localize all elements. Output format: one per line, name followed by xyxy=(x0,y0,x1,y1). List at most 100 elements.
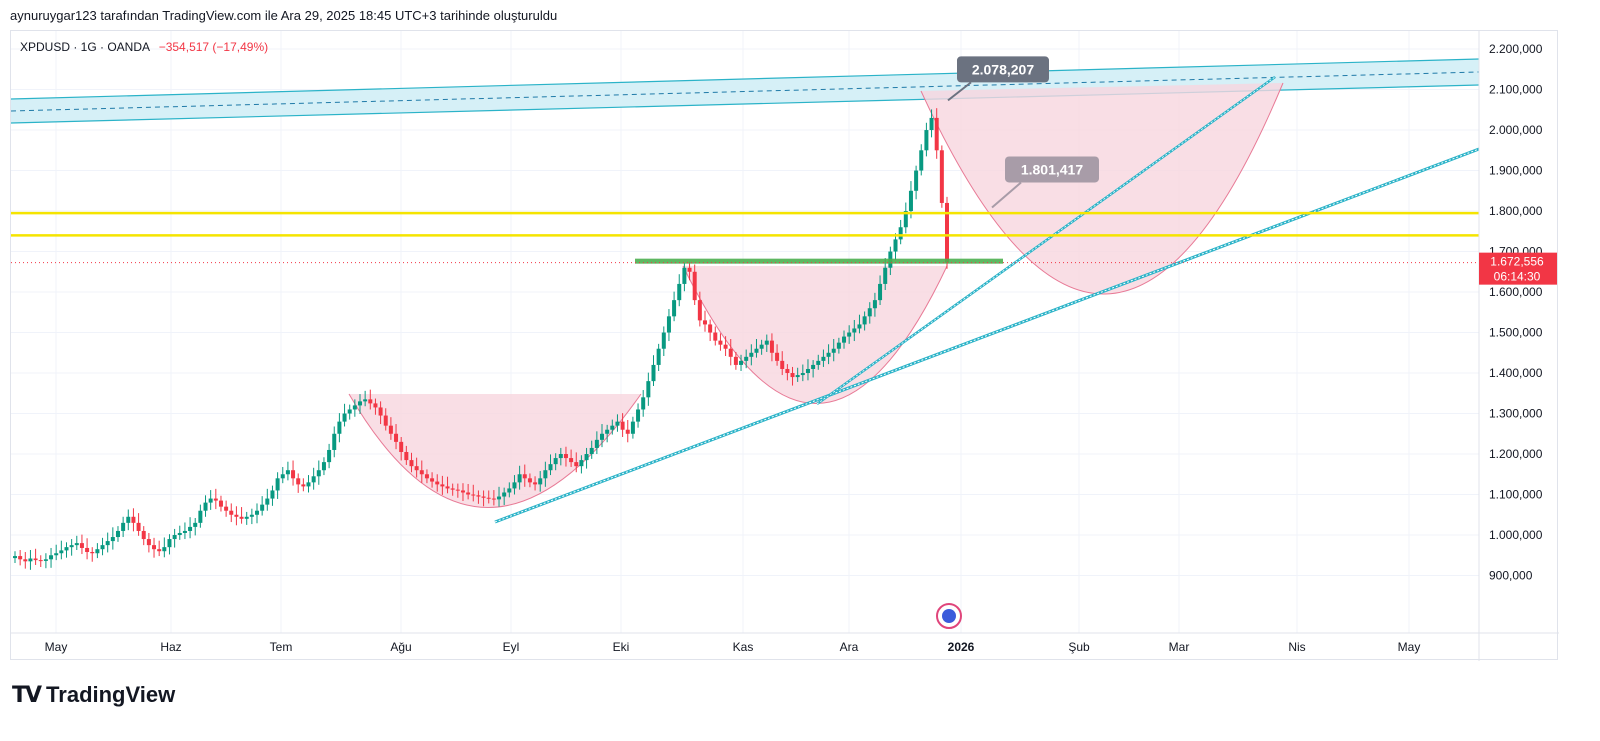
candle-body xyxy=(821,356,826,361)
x-tick-label: Nis xyxy=(1288,640,1305,654)
y-tick-label: 1.600,000 xyxy=(1489,285,1543,299)
candle-body xyxy=(677,283,682,301)
mid-callout-text: 1.801,417 xyxy=(1021,161,1083,177)
candle-body xyxy=(563,454,568,459)
candle-body xyxy=(893,239,898,252)
candle-body xyxy=(692,271,697,301)
candle-body xyxy=(332,433,337,450)
candle-body xyxy=(811,364,816,369)
candle-body xyxy=(759,344,764,349)
candle-body xyxy=(198,510,203,523)
candle-body xyxy=(265,498,270,505)
candle-body xyxy=(28,558,33,562)
candle-body xyxy=(816,360,821,365)
candle-body xyxy=(357,401,362,406)
candle-body xyxy=(713,332,718,341)
price-chart[interactable]: 2.078,207 1.801,417 900,000 1.000,000 1.100… xyxy=(11,31,1559,661)
candle-body xyxy=(64,547,69,551)
candle-body xyxy=(466,492,471,495)
y-tick-label: 1.800,000 xyxy=(1489,204,1543,218)
candle-body xyxy=(455,489,460,491)
candle-body xyxy=(409,460,414,467)
candle-body xyxy=(852,328,857,333)
mid-callout-box xyxy=(1005,156,1099,183)
candle-body xyxy=(424,474,429,479)
candle-body xyxy=(311,476,316,483)
x-tick-label: Eyl xyxy=(503,640,520,654)
candle-body xyxy=(862,316,867,325)
candle-body xyxy=(795,375,800,378)
tradingview-logo[interactable]: 𝗧𝗩 TradingView xyxy=(12,682,175,708)
candle-body xyxy=(898,227,903,240)
candle-body xyxy=(90,552,95,554)
candle-body xyxy=(368,399,373,404)
candle-body xyxy=(152,545,157,550)
candle-body xyxy=(507,488,512,493)
candle-body xyxy=(79,543,84,548)
candle-body xyxy=(260,504,265,511)
candle-body xyxy=(924,130,929,151)
candle-body xyxy=(857,324,862,329)
candle-body xyxy=(255,510,260,515)
candle-body xyxy=(687,267,692,272)
candle-body xyxy=(285,470,290,475)
candle-body xyxy=(903,211,908,228)
x-tick-label: Mar xyxy=(1169,640,1190,654)
y-tick-label: 1.300,000 xyxy=(1489,407,1543,421)
candle-body xyxy=(95,549,100,554)
candle-body xyxy=(157,549,162,552)
candle-body xyxy=(218,500,223,507)
candle-body xyxy=(435,481,440,485)
x-tick-label: Eki xyxy=(613,640,630,654)
high-callout-pointer xyxy=(947,81,972,102)
candle-body xyxy=(430,478,435,482)
candle-body xyxy=(744,356,749,361)
candle-body xyxy=(769,340,774,353)
candle-body xyxy=(373,403,378,408)
candle-body xyxy=(38,560,43,562)
candle-body xyxy=(306,482,311,487)
candle-body xyxy=(878,283,883,301)
candle-body xyxy=(605,429,610,434)
symbol-line: XPDUSD · 1G · OANDA xyxy=(20,40,150,54)
candle-body xyxy=(574,462,579,467)
candle-body xyxy=(847,332,852,337)
candle-body xyxy=(883,267,888,284)
x-tick-label: Ara xyxy=(840,640,859,654)
candle-body xyxy=(718,340,723,345)
candle-body xyxy=(270,490,275,499)
candle-body xyxy=(110,537,115,542)
candle-body xyxy=(630,421,635,434)
candle-body xyxy=(301,484,306,487)
candle-body xyxy=(831,348,836,353)
chart-panel[interactable]: 2.078,207 1.801,417 900,000 1.000,000 1.100… xyxy=(10,30,1559,661)
candle-body xyxy=(69,545,74,548)
cup-arc-2 xyxy=(682,265,948,404)
candle-body xyxy=(517,474,522,483)
candle-body xyxy=(239,516,244,519)
candle-body xyxy=(203,502,208,511)
candle-body xyxy=(522,474,527,479)
candle-body xyxy=(651,364,656,382)
y-tick-label: 1.100,000 xyxy=(1489,488,1543,502)
candle-body xyxy=(610,425,615,430)
channel-band xyxy=(11,59,1479,123)
chart-header-caption: aynuruygar123 tarafından TradingView.com… xyxy=(10,8,558,23)
annotation-layer: 2.078,207 1.801,417 xyxy=(11,56,1479,629)
y-tick-label: 1.500,000 xyxy=(1489,326,1543,340)
candle-body xyxy=(136,522,141,531)
candle-body xyxy=(476,495,481,497)
candle-body xyxy=(141,530,146,540)
candle-body xyxy=(656,348,661,365)
x-axis: May Haz Tem Ağu Eyl Eki Kas Ara 2026 Şub Mar Nis May xyxy=(11,632,1559,654)
candle-body xyxy=(105,541,110,546)
x-tick-label: May xyxy=(45,640,68,654)
candle-body xyxy=(646,381,651,398)
candle-body xyxy=(23,559,28,562)
candle-body xyxy=(739,360,744,365)
candle-body xyxy=(229,510,234,515)
candle-body xyxy=(502,492,507,497)
pattern-layer xyxy=(11,58,1480,524)
candle-body xyxy=(394,433,399,442)
y-tick-label: 1.900,000 xyxy=(1489,164,1543,178)
